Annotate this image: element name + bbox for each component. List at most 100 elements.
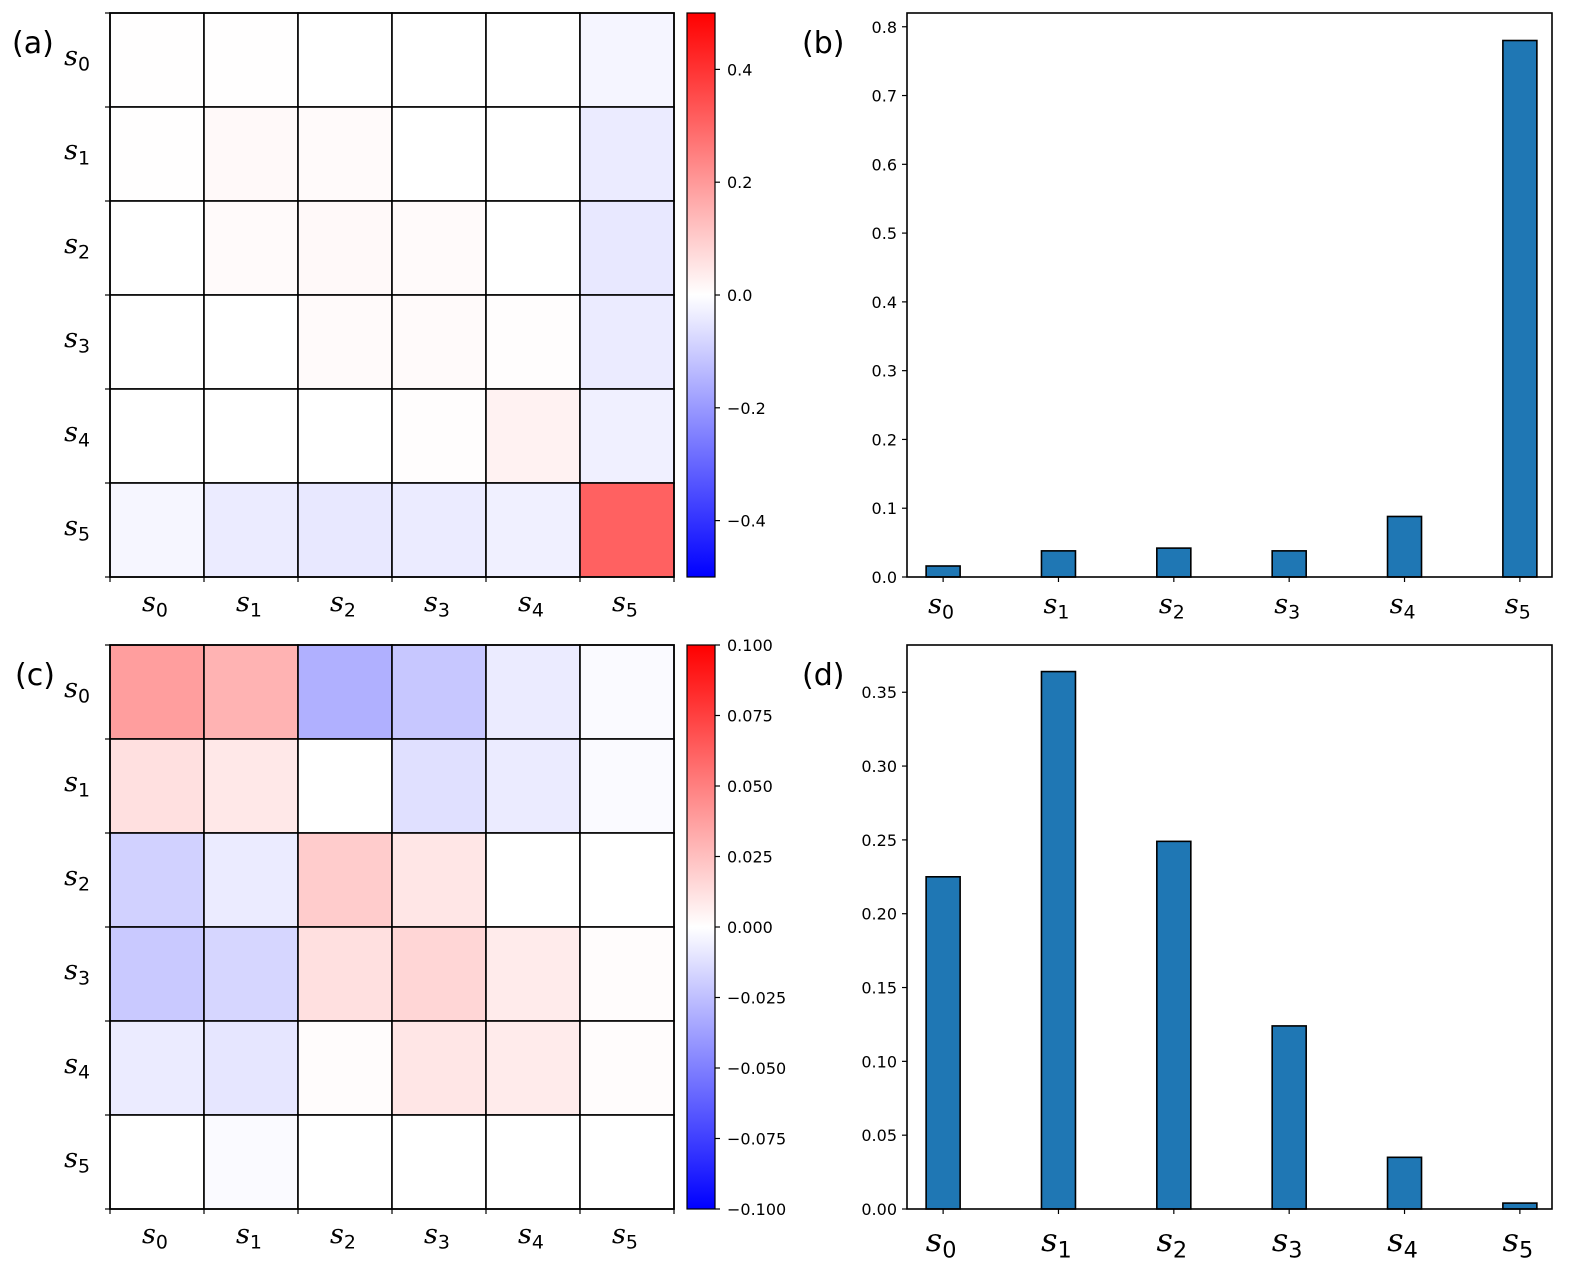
heatmap-cell-c-5-0 [109,1114,205,1210]
heatmap-cell-c-0-1 [203,644,299,740]
heatmap-cell-c-4-2 [297,1020,393,1116]
heatmap-cell-c-5-3 [391,1114,487,1210]
bar-d-5 [1502,1202,1538,1210]
bar-d-2 [1156,840,1192,1210]
heatmap-cell-c-0-4 [485,644,581,740]
heatmap-cell-a-2-0 [109,200,205,296]
colorbar-tick-label-c-8: 0.100 [727,636,773,655]
heatmap-cell-c-2-0 [109,832,205,928]
bar-b-3 [1271,550,1307,578]
heatmap-cell-c-0-2 [297,644,393,740]
heatmap-cell-a-3-3 [391,294,487,390]
heatmap-cell-a-5-5 [579,482,675,578]
panel-d: (d) 0.00 0.05 0.10 0.15 0.20 0.25 0.30 0.35 s0 s1 s… [802,644,1553,1264]
heatmap-cell-c-0-0 [109,644,205,740]
colorbar-c [686,644,716,1210]
heatmap-cell-c-1-3 [391,738,487,834]
x-tick-label-d-0: s0 [926,1221,957,1264]
row-label-c-0: s0 [64,673,90,708]
heatmap-cell-a-2-1 [203,200,299,296]
x-tick-label-d-5: s5 [1503,1221,1534,1264]
heatmap-cell-a-0-4 [485,12,581,108]
heatmap-cell-c-5-4 [485,1114,581,1210]
panel-b: (b) 0.0 0.1 0.2 0.3 0.4 0.5 0.6 0.7 0.8 s0 s1 s2 s3 s4… [802,12,1553,624]
heatmap-cell-a-1-2 [297,106,393,202]
colorbar-tick-label-c-2: −0.050 [727,1059,786,1078]
heatmap-cell-a-1-0 [109,106,205,202]
heatmap-cell-c-1-4 [485,738,581,834]
heatmap-cell-a-4-5 [579,388,675,484]
col-label-c-0: s0 [142,1219,168,1254]
row-label-a-3: s3 [64,323,90,358]
colorbar-tick-label-a-2: 0.0 [727,286,752,305]
x-tick-label-d-3: s3 [1272,1221,1303,1264]
y-tick-label-b-5: 0.5 [872,224,897,243]
colorbar-tick-label-c-5: 0.025 [727,848,773,867]
colorbar-tick-label-a-0: −0.4 [727,512,766,531]
heatmap-cell-c-3-4 [485,926,581,1022]
heatmap-cell-c-3-1 [203,926,299,1022]
heatmap-cell-a-5-0 [109,482,205,578]
colorbar-tick-label-a-3: 0.2 [727,173,752,192]
y-tick-label-b-0: 0.0 [872,568,897,587]
panel-label-c: (c) [15,658,55,693]
heatmap-cell-a-3-5 [579,294,675,390]
col-label-c-2: s2 [330,1219,356,1254]
x-tick-label-d-2: s2 [1156,1221,1187,1264]
col-label-a-1: s1 [236,587,262,622]
heatmap-cell-c-4-4 [485,1020,581,1116]
heatmap-cell-c-0-5 [579,644,675,740]
heatmap-cell-a-4-2 [297,388,393,484]
colorbar-tick-label-c-1: −0.075 [727,1130,786,1149]
heatmap-cell-c-3-0 [109,926,205,1022]
heatmap-cell-c-4-5 [579,1020,675,1116]
heatmap-cell-a-4-1 [203,388,299,484]
col-label-a-4: s4 [518,587,544,622]
row-label-c-5: s5 [64,1143,90,1178]
row-label-c-1: s1 [64,767,90,802]
colorbar-tick-label-c-3: −0.025 [727,989,786,1008]
col-label-c-3: s3 [424,1219,450,1254]
heatmap-cell-a-0-2 [297,12,393,108]
y-tick-label-d-4: 0.20 [861,905,897,924]
heatmap-cell-c-4-0 [109,1020,205,1116]
heatmap-cell-c-3-2 [297,926,393,1022]
x-tick-label-b-2: s2 [1159,589,1185,624]
heatmap-cell-c-2-1 [203,832,299,928]
colorbar-tick-label-c-0: −0.100 [727,1200,786,1219]
x-tick-label-b-5: s5 [1505,589,1531,624]
heatmap-cell-a-0-1 [203,12,299,108]
heatmap-cell-c-2-4 [485,832,581,928]
heatmap-cell-a-4-4 [485,388,581,484]
heatmap-cell-c-1-5 [579,738,675,834]
heatmap-cell-a-2-5 [579,200,675,296]
x-tick-label-d-1: s1 [1041,1221,1072,1264]
col-label-a-0: s0 [142,587,168,622]
y-tick-label-d-6: 0.30 [861,757,897,776]
x-tick-label-b-1: s1 [1044,589,1070,624]
colorbar-tick-label-c-4: 0.000 [727,918,773,937]
panel-label-a: (a) [12,26,54,61]
row-label-c-3: s3 [64,955,90,990]
colorbar-tick-label-a-1: −0.2 [727,399,766,418]
heatmap-cell-c-3-3 [391,926,487,1022]
col-label-c-4: s4 [518,1219,544,1254]
y-tick-label-b-7: 0.7 [872,87,897,106]
bar-b-5 [1502,39,1538,578]
heatmap-cell-a-3-4 [485,294,581,390]
bar-b-2 [1156,547,1192,578]
y-tick-label-b-3: 0.3 [872,362,897,381]
col-label-c-1: s1 [236,1219,262,1254]
y-tick-label-b-4: 0.4 [872,293,897,312]
axes-frame-d [906,644,1553,1210]
row-label-a-1: s1 [64,135,90,170]
heatmap-cell-a-2-3 [391,200,487,296]
heatmap-cell-c-3-5 [579,926,675,1022]
bar-b-1 [1040,550,1077,578]
panel-label-b: (b) [802,26,844,61]
heatmap-cell-a-0-0 [109,12,205,108]
row-label-a-5: s5 [64,511,90,546]
y-tick-label-d-0: 0.00 [861,1200,897,1219]
heatmap-cell-a-3-1 [203,294,299,390]
